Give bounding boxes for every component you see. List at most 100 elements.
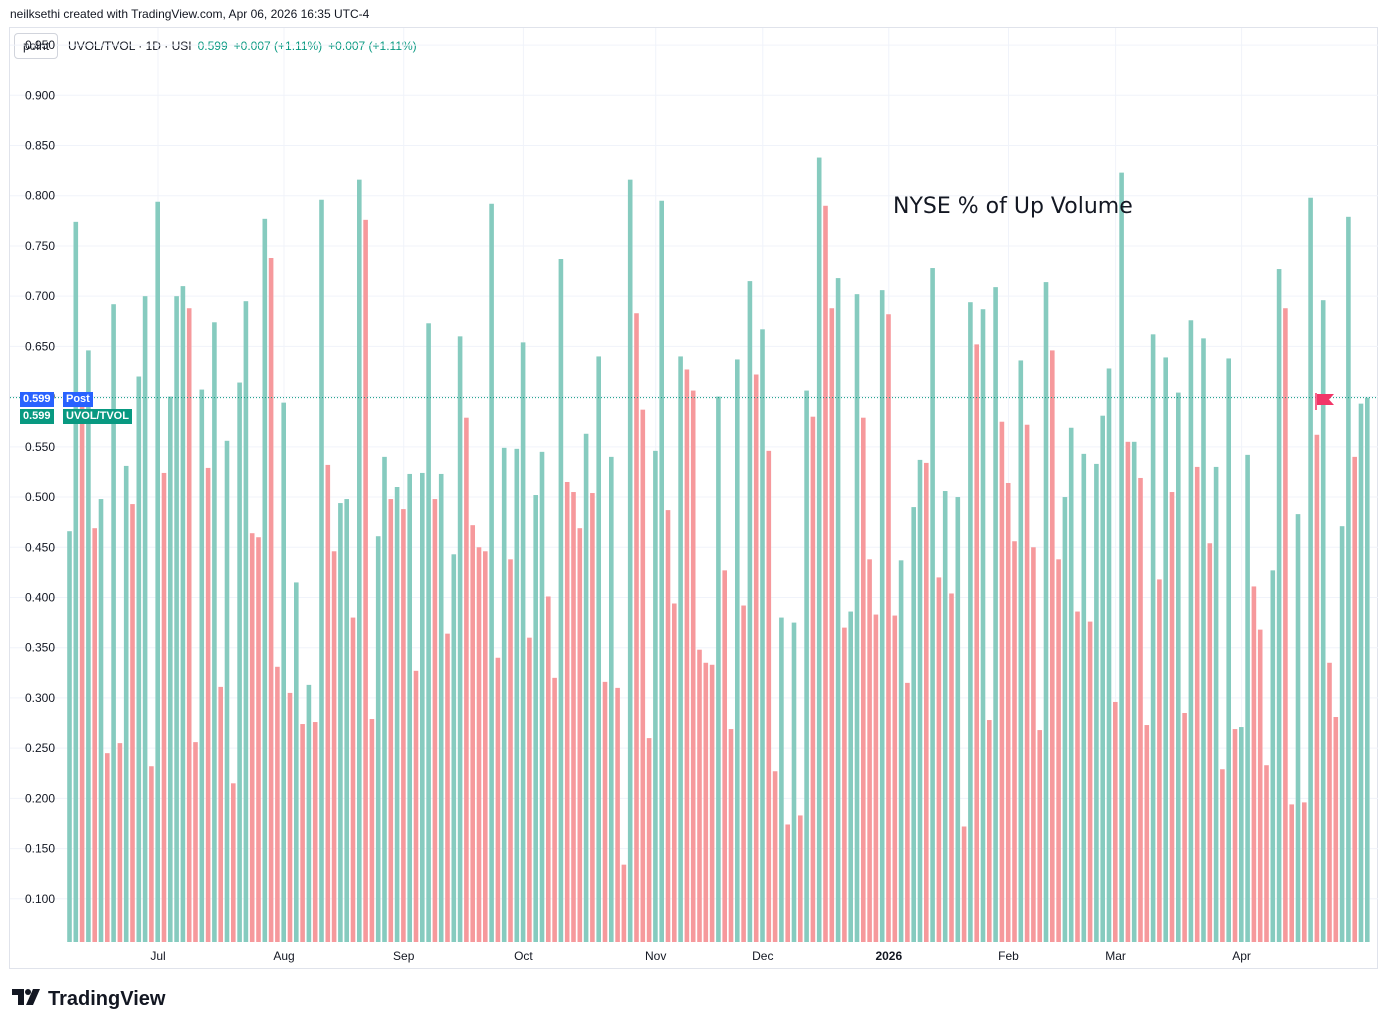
bar[interactable]	[564, 481, 570, 942]
bar[interactable]	[886, 314, 891, 942]
bar[interactable]	[1081, 453, 1087, 942]
bar[interactable]	[716, 396, 721, 943]
bar[interactable]	[520, 342, 526, 942]
bar[interactable]	[583, 433, 589, 942]
bar[interactable]	[426, 323, 431, 942]
bar[interactable]	[350, 617, 356, 942]
bar[interactable]	[407, 473, 412, 942]
bar[interactable]	[476, 547, 482, 942]
bar[interactable]	[854, 294, 860, 943]
bar[interactable]	[1226, 358, 1231, 942]
bar[interactable]	[1333, 717, 1339, 942]
bar[interactable]	[338, 503, 343, 942]
bar[interactable]	[659, 200, 664, 942]
bar[interactable]	[1220, 769, 1225, 942]
bar[interactable]	[1144, 725, 1150, 942]
bar[interactable]	[1314, 434, 1320, 942]
bar[interactable]	[747, 281, 753, 942]
bar[interactable]	[149, 766, 154, 942]
bar[interactable]	[917, 459, 923, 942]
bar[interactable]	[571, 492, 576, 942]
bar[interactable]	[722, 570, 727, 942]
bar[interactable]	[697, 649, 702, 942]
bar[interactable]	[1201, 338, 1206, 942]
bar[interactable]	[835, 278, 841, 942]
bar[interactable]	[1106, 368, 1112, 942]
bar[interactable]	[1087, 621, 1093, 942]
bar[interactable]	[609, 456, 614, 942]
bar[interactable]	[1251, 586, 1257, 942]
bar[interactable]	[1119, 172, 1124, 942]
bar[interactable]	[1320, 300, 1326, 942]
bar[interactable]	[798, 815, 803, 942]
bar[interactable]	[168, 396, 173, 943]
bar[interactable]	[117, 743, 123, 942]
bar[interactable]	[1050, 350, 1055, 942]
bar[interactable]	[457, 336, 463, 942]
bar[interactable]	[1182, 712, 1187, 942]
bar[interactable]	[432, 499, 438, 942]
bar[interactable]	[243, 301, 249, 942]
bar[interactable]	[810, 416, 816, 942]
bar[interactable]	[1232, 729, 1238, 942]
bar[interactable]	[842, 627, 847, 942]
bar[interactable]	[205, 467, 211, 942]
bar[interactable]	[489, 203, 494, 943]
bar[interactable]	[312, 722, 318, 942]
bar[interactable]	[111, 304, 116, 942]
bar[interactable]	[577, 528, 583, 942]
bar[interactable]	[357, 179, 362, 943]
bar[interactable]	[987, 720, 992, 942]
bar[interactable]	[1283, 308, 1288, 942]
bar[interactable]	[174, 296, 179, 943]
bar[interactable]	[231, 783, 236, 942]
bar[interactable]	[218, 686, 223, 942]
bar[interactable]	[533, 495, 538, 942]
bar[interactable]	[249, 533, 255, 942]
bar[interactable]	[161, 472, 167, 942]
bar[interactable]	[1062, 497, 1068, 942]
bar[interactable]	[287, 692, 293, 942]
bar[interactable]	[1194, 466, 1200, 942]
bar[interactable]	[1365, 397, 1370, 943]
bar[interactable]	[936, 577, 942, 942]
bar[interactable]	[892, 615, 898, 942]
bar[interactable]	[905, 682, 910, 942]
bar[interactable]	[1327, 662, 1332, 942]
bar[interactable]	[1024, 424, 1030, 942]
bar[interactable]	[1169, 492, 1175, 942]
bar[interactable]	[1075, 611, 1080, 942]
bar[interactable]	[848, 611, 853, 942]
bar[interactable]	[1339, 526, 1345, 942]
bar[interactable]	[105, 753, 110, 942]
bar[interactable]	[130, 504, 135, 942]
bar[interactable]	[728, 729, 734, 942]
bar[interactable]	[968, 302, 973, 942]
bar[interactable]	[552, 677, 557, 942]
bar[interactable]	[627, 179, 633, 943]
bar[interactable]	[1358, 403, 1364, 942]
bar[interactable]	[596, 356, 601, 942]
bar[interactable]	[980, 309, 986, 942]
bar[interactable]	[331, 551, 337, 942]
bar[interactable]	[1037, 730, 1042, 942]
bar[interactable]	[684, 369, 690, 942]
bar[interactable]	[495, 657, 501, 942]
bar[interactable]	[735, 359, 740, 942]
bar[interactable]	[766, 450, 772, 942]
bar[interactable]	[136, 376, 142, 942]
bar[interactable]	[615, 687, 620, 942]
bar[interactable]	[974, 344, 979, 942]
bar[interactable]	[678, 356, 683, 942]
bar[interactable]	[741, 605, 746, 942]
bar[interactable]	[300, 724, 305, 942]
bar[interactable]	[73, 221, 79, 942]
bar[interactable]	[438, 473, 444, 942]
bar[interactable]	[1308, 197, 1313, 942]
bar[interactable]	[1157, 579, 1162, 942]
bar[interactable]	[1056, 559, 1061, 942]
bar[interactable]	[955, 497, 961, 942]
bar[interactable]	[1207, 543, 1213, 942]
bar[interactable]	[999, 421, 1005, 943]
bar[interactable]	[993, 287, 998, 942]
